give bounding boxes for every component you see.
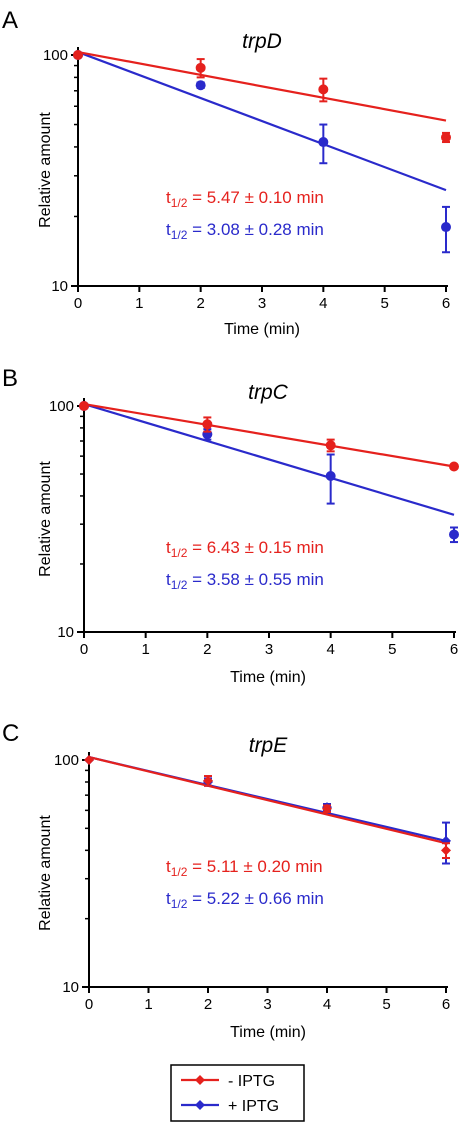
x-tick-label: 5 bbox=[388, 641, 396, 658]
data-point bbox=[84, 755, 94, 765]
panel-letter: B bbox=[2, 365, 18, 392]
data-point bbox=[449, 529, 459, 540]
halflife-label: t1/2 = 3.08 ± 0.28 min bbox=[166, 220, 324, 242]
x-tick-label: 2 bbox=[203, 641, 211, 658]
y-tick-label: 100 bbox=[43, 47, 68, 64]
data-point bbox=[449, 461, 459, 472]
x-tick-label: 3 bbox=[263, 996, 271, 1013]
data-point bbox=[441, 222, 451, 233]
chart-title: trpE bbox=[249, 734, 289, 757]
legend: - IPTG + IPTG bbox=[170, 1064, 305, 1122]
panel-letter: A bbox=[2, 7, 18, 34]
halflife-label: t1/2 = 3.58 ± 0.55 min bbox=[166, 570, 324, 592]
legend-label: + IPTG bbox=[228, 1098, 279, 1115]
x-tick-label: 5 bbox=[380, 295, 388, 312]
x-tick-label: 4 bbox=[326, 641, 334, 658]
data-point bbox=[73, 50, 83, 60]
x-tick-label: 2 bbox=[204, 996, 212, 1013]
x-tick-label: 4 bbox=[323, 996, 331, 1013]
data-point bbox=[325, 440, 336, 451]
fit-line bbox=[83, 402, 455, 468]
x-tick-label: 1 bbox=[135, 295, 143, 312]
y-tick-label: 100 bbox=[54, 752, 79, 769]
halflife-label: t1/2 = 5.22 ± 0.66 min bbox=[166, 889, 324, 911]
x-tick-label: 0 bbox=[85, 996, 93, 1013]
data-point bbox=[318, 137, 329, 148]
panel-letter: C bbox=[2, 720, 19, 747]
x-tick-label: 6 bbox=[450, 641, 458, 658]
x-tick-label: 6 bbox=[442, 996, 450, 1013]
y-axis-title: Relative amount bbox=[37, 112, 54, 228]
x-tick-label: 3 bbox=[265, 641, 273, 658]
legend-label: - IPTG bbox=[228, 1073, 275, 1090]
x-tick-label: 4 bbox=[319, 295, 327, 312]
x-tick-label: 6 bbox=[442, 295, 450, 312]
halflife-label: t1/2 = 6.43 ± 0.15 min bbox=[166, 538, 324, 560]
y-axis-title: Relative amount bbox=[37, 461, 54, 577]
data-point bbox=[318, 84, 329, 95]
x-tick-label: 0 bbox=[74, 295, 82, 312]
data-point bbox=[195, 80, 206, 91]
x-tick-label: 2 bbox=[196, 295, 204, 312]
x-axis-title: Time (min) bbox=[230, 669, 306, 686]
x-tick-label: 1 bbox=[144, 996, 152, 1013]
chart-title: trpD bbox=[242, 30, 282, 53]
data-point bbox=[79, 401, 89, 411]
fit-line bbox=[77, 50, 447, 122]
legend-marker bbox=[195, 1075, 205, 1085]
data-point bbox=[441, 132, 451, 143]
legend-marker bbox=[195, 1100, 205, 1110]
x-axis-title: Time (min) bbox=[224, 321, 300, 338]
y-tick-label: 10 bbox=[51, 278, 68, 295]
fit-line bbox=[83, 403, 455, 516]
y-axis-title: Relative amount bbox=[37, 815, 54, 931]
data-point bbox=[202, 419, 213, 430]
data-point bbox=[322, 803, 332, 814]
x-tick-label: 0 bbox=[80, 641, 88, 658]
legend-box bbox=[170, 1064, 305, 1122]
data-point bbox=[203, 775, 213, 786]
data-point bbox=[441, 845, 451, 856]
chart-title: trpC bbox=[248, 381, 289, 404]
x-axis-title: Time (min) bbox=[230, 1024, 306, 1041]
data-point bbox=[325, 471, 336, 482]
fit-line bbox=[77, 51, 447, 192]
y-tick-label: 100 bbox=[49, 398, 74, 415]
x-tick-label: 5 bbox=[382, 996, 390, 1013]
data-point bbox=[195, 62, 206, 73]
halflife-label: t1/2 = 5.11 ± 0.20 min bbox=[166, 857, 323, 879]
y-tick-label: 10 bbox=[62, 979, 79, 996]
y-tick-label: 10 bbox=[57, 624, 74, 641]
x-tick-label: 3 bbox=[258, 295, 266, 312]
fit-line bbox=[88, 756, 447, 845]
x-tick-label: 1 bbox=[141, 641, 149, 658]
halflife-label: t1/2 = 5.47 ± 0.10 min bbox=[166, 188, 324, 210]
